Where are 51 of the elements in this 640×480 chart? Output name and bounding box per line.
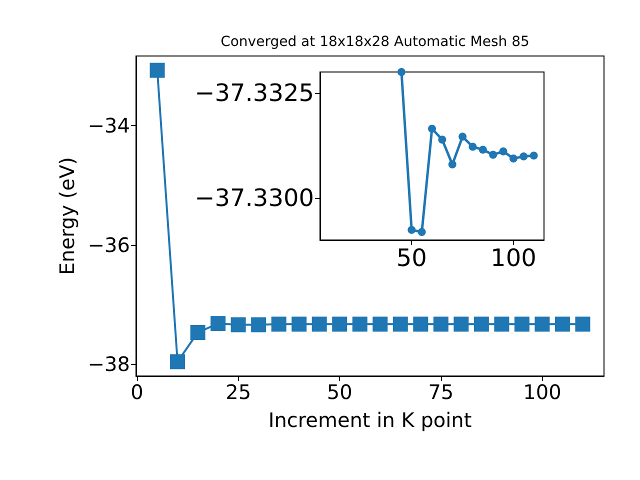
- point: [150, 62, 165, 78]
- point: [499, 147, 508, 156]
- chart-title: Converged at 18x18x28 Automatic Mesh 85: [220, 34, 530, 50]
- x-axis-title: Increment in K point: [268, 408, 472, 432]
- y-tick-label: −38: [88, 352, 130, 376]
- point: [190, 325, 206, 340]
- point: [170, 354, 186, 370]
- point: [413, 316, 428, 332]
- point: [458, 132, 467, 141]
- point: [474, 316, 489, 332]
- point: [210, 316, 226, 332]
- point: [438, 136, 446, 144]
- point: [392, 316, 408, 332]
- point: [468, 142, 477, 151]
- y-axis-title: Energy (eV): [54, 157, 79, 275]
- x-tick-label: 100: [523, 380, 562, 404]
- point: [520, 152, 528, 160]
- point: [514, 316, 530, 332]
- point: [397, 68, 406, 76]
- point: [230, 317, 246, 332]
- y-tick-label: −37.3325: [194, 79, 314, 107]
- point: [509, 154, 518, 163]
- point: [408, 226, 416, 234]
- x-tick-label: 50: [326, 380, 352, 404]
- point: [478, 146, 487, 154]
- y-tick-label: −34: [88, 114, 130, 138]
- point: [534, 316, 550, 332]
- point: [312, 316, 327, 332]
- x-tick-label: 25: [226, 380, 252, 404]
- point: [554, 316, 570, 332]
- point: [251, 317, 266, 332]
- point: [271, 316, 286, 332]
- point: [575, 316, 590, 332]
- point: [372, 316, 388, 332]
- point: [454, 316, 469, 332]
- point: [292, 316, 307, 332]
- x-tick-label: 0: [130, 380, 144, 404]
- y-tick-label: −36: [88, 232, 130, 257]
- x-tick-label: 100: [490, 244, 536, 272]
- point: [352, 316, 368, 332]
- point: [494, 316, 510, 332]
- y-tick-label: −37.3300: [194, 184, 314, 212]
- point: [332, 316, 348, 332]
- point: [448, 160, 456, 168]
- point: [428, 124, 436, 133]
- x-tick-label: 75: [428, 380, 454, 404]
- point: [418, 228, 426, 236]
- point: [530, 152, 538, 160]
- x-tick-label: 50: [396, 244, 427, 272]
- point: [433, 316, 448, 332]
- point: [489, 150, 498, 159]
